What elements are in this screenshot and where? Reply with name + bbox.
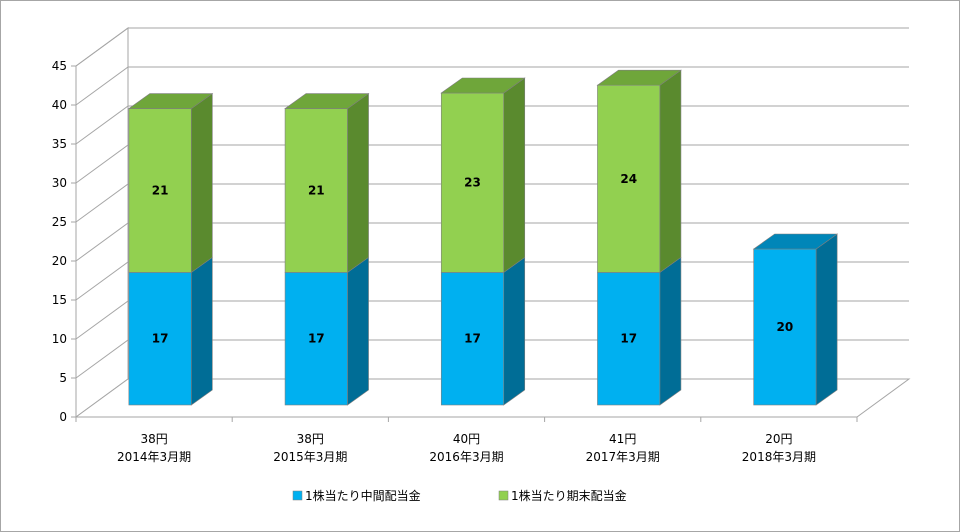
bar-side <box>815 233 838 406</box>
bar-side <box>503 256 526 406</box>
data-label: 21 <box>308 184 325 198</box>
gridline <box>75 66 909 106</box>
bar-side <box>503 77 526 273</box>
category-label: 20円 <box>765 432 792 446</box>
bar-side <box>347 93 369 273</box>
y-tick-label: 15 <box>52 293 67 307</box>
bar-front <box>597 84 661 273</box>
data-label: 23 <box>464 176 481 190</box>
category-label: 38円 <box>297 432 324 446</box>
category-label: 40円 <box>453 432 480 446</box>
bar-top <box>752 233 839 250</box>
bar-front <box>440 92 505 273</box>
legend-label: 1株当たり中間配当金 <box>305 488 421 503</box>
y-tick-label: 30 <box>52 176 67 190</box>
category-label: 38円 <box>140 432 167 446</box>
x-axis-categories: 38円 2014年3月期 38円 2015年3月期 40円 2016年3月期 41円 2017… <box>75 417 858 464</box>
y-tick-label: 10 <box>52 332 67 346</box>
y-tick-label: 5 <box>59 371 67 385</box>
bar-side <box>191 256 213 406</box>
y-tick-label: 20 <box>52 254 67 268</box>
y-tick-label: 40 <box>52 98 67 112</box>
data-labels: 17 21 17 21 17 23 17 24 20 <box>152 172 794 346</box>
bar-front <box>597 272 661 406</box>
bar-side <box>191 93 213 273</box>
bar-side <box>347 256 369 406</box>
chart-walls <box>74 27 911 418</box>
data-label: 17 <box>620 332 637 346</box>
data-label: 20 <box>777 320 794 334</box>
gridline <box>75 27 909 67</box>
y-tick-label: 35 <box>52 137 67 151</box>
y-tick-label: 0 <box>59 410 67 424</box>
y-tick-label: 25 <box>52 215 67 229</box>
bar-top <box>440 77 526 94</box>
bar-front <box>128 108 192 273</box>
y-axis-ticks: 0 5 10 15 20 25 30 35 40 45 <box>52 59 77 424</box>
bar-front <box>440 272 505 406</box>
data-label: 21 <box>152 184 169 198</box>
legend-swatch <box>498 490 509 501</box>
chart-bars <box>127 69 839 406</box>
data-label: 17 <box>464 332 481 346</box>
bar-front <box>284 272 348 406</box>
data-label: 17 <box>308 332 325 346</box>
data-label: 17 <box>152 332 169 346</box>
bar-top <box>127 93 214 109</box>
category-label: 2018年3月期 <box>742 450 816 464</box>
category-label: 2016年3月期 <box>429 450 503 464</box>
legend: 1株当たり中間配当金 1株当たり期末配当金 <box>292 488 627 503</box>
data-label: 24 <box>620 172 637 186</box>
y-tick-label: 45 <box>52 59 67 73</box>
category-label: 2015年3月期 <box>273 450 347 464</box>
legend-swatch <box>292 490 303 501</box>
legend-label: 1株当たり期末配当金 <box>511 488 627 503</box>
bar-top <box>596 69 682 86</box>
bar-side <box>659 69 682 273</box>
category-label: 2014年3月期 <box>117 450 191 464</box>
category-label: 41円 <box>609 432 636 446</box>
bar-side <box>659 256 682 406</box>
category-label: 2017年3月期 <box>586 450 660 464</box>
bar-top <box>284 93 370 109</box>
